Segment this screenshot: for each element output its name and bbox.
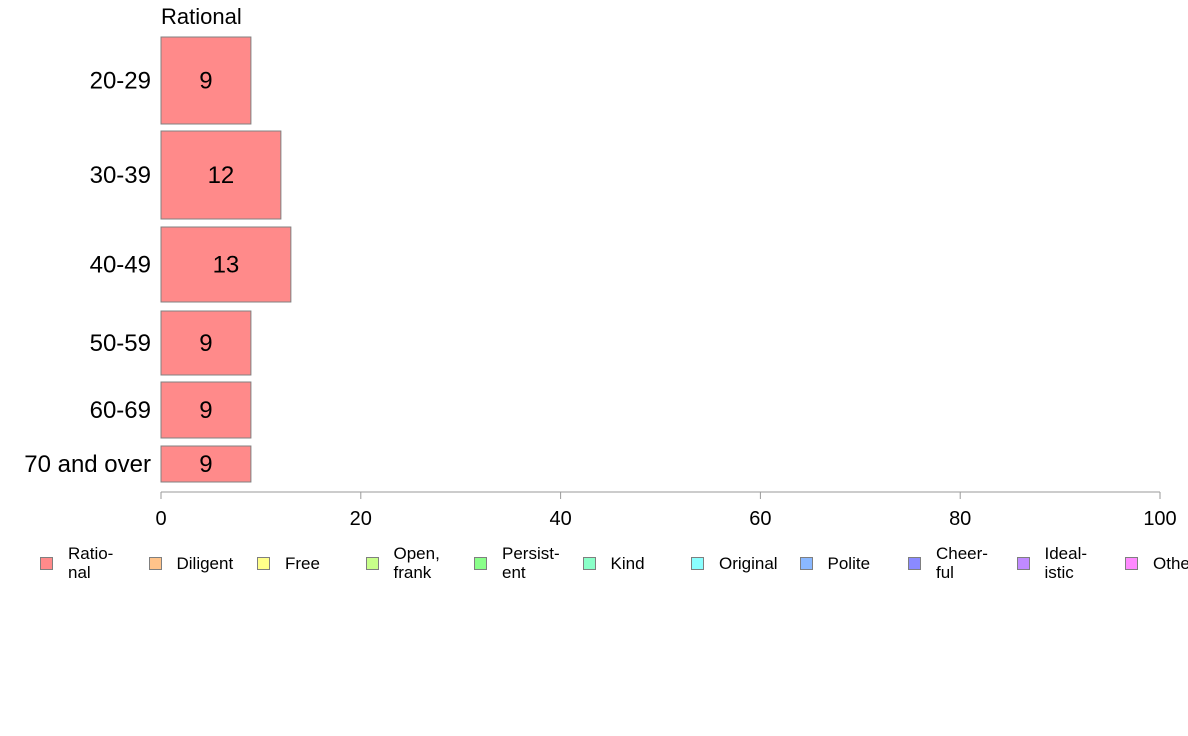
legend-swatch xyxy=(582,556,596,570)
legend-swatch xyxy=(691,556,704,570)
data-label: 13 xyxy=(213,252,240,279)
panel-title: Rational xyxy=(161,4,242,29)
legend-item: Persist- ent xyxy=(474,540,560,586)
bar xyxy=(160,130,282,220)
legend-item: Ideal- istic xyxy=(1016,540,1088,586)
category-label: 40-49 xyxy=(90,252,151,279)
legend-label: Diligent xyxy=(176,553,234,573)
legend-label: Free xyxy=(285,553,320,573)
legend-label: Ideal- istic xyxy=(1044,544,1088,582)
x-tick-label: 40 xyxy=(549,508,571,530)
data-label: 9 xyxy=(199,397,212,424)
bar xyxy=(160,445,252,483)
legend-item: Polite xyxy=(799,540,871,586)
bar xyxy=(160,310,252,376)
category-label: 70 and over xyxy=(24,451,151,478)
legend-item: Other xyxy=(1125,540,1188,586)
legend-swatch xyxy=(1016,556,1030,570)
legend-item: Diligent xyxy=(148,540,234,586)
legend: Ratio- nal Diligent Free Open, frank Persist… xyxy=(0,540,1188,590)
x-tick-label: 60 xyxy=(749,508,771,530)
legend-swatch xyxy=(1125,556,1138,570)
legend-swatch xyxy=(908,556,921,570)
data-label: 9 xyxy=(199,451,212,478)
legend-swatch xyxy=(365,556,379,570)
legend-swatch xyxy=(799,556,813,570)
legend-label: Ratio- nal xyxy=(68,544,114,582)
legend-label: Open, frank xyxy=(393,544,440,582)
legend-label: Original xyxy=(719,553,778,573)
legend-label: Cheer- ful xyxy=(936,544,988,582)
x-tick-label: 80 xyxy=(949,508,971,530)
x-tick-label: 0 xyxy=(155,508,166,530)
legend-swatch xyxy=(40,556,53,570)
data-label: 9 xyxy=(199,330,212,357)
bar xyxy=(160,36,252,125)
legend-item: Open, frank xyxy=(365,540,440,586)
legend-label: Other xyxy=(1153,553,1188,573)
data-label: 9 xyxy=(199,68,212,95)
legend-item: Kind xyxy=(582,540,645,586)
bar xyxy=(160,381,252,439)
bar-chart: Rational 20-29 9 30-39 12 40-49 13 50-59 9 60-69… xyxy=(24,4,1176,530)
category-label: 60-69 xyxy=(90,397,151,424)
legend-item: Original xyxy=(691,540,778,586)
legend-label: Kind xyxy=(610,553,645,573)
legend-item: Cheer- ful xyxy=(908,540,988,586)
legend-swatch xyxy=(148,556,162,570)
category-label: 30-39 xyxy=(90,162,151,189)
category-label: 20-29 xyxy=(90,68,151,95)
legend-label: Persist- ent xyxy=(502,544,560,582)
x-tick-label: 20 xyxy=(350,508,372,530)
category-label: 50-59 xyxy=(90,330,151,357)
legend-label: Polite xyxy=(827,553,871,573)
legend-swatch xyxy=(257,556,270,570)
legend-item: Free xyxy=(257,540,320,586)
x-tick-label: 100 xyxy=(1143,508,1176,530)
bar xyxy=(160,226,292,303)
legend-swatch xyxy=(474,556,487,570)
data-label: 12 xyxy=(208,162,235,189)
legend-item: Ratio- nal xyxy=(40,540,113,586)
